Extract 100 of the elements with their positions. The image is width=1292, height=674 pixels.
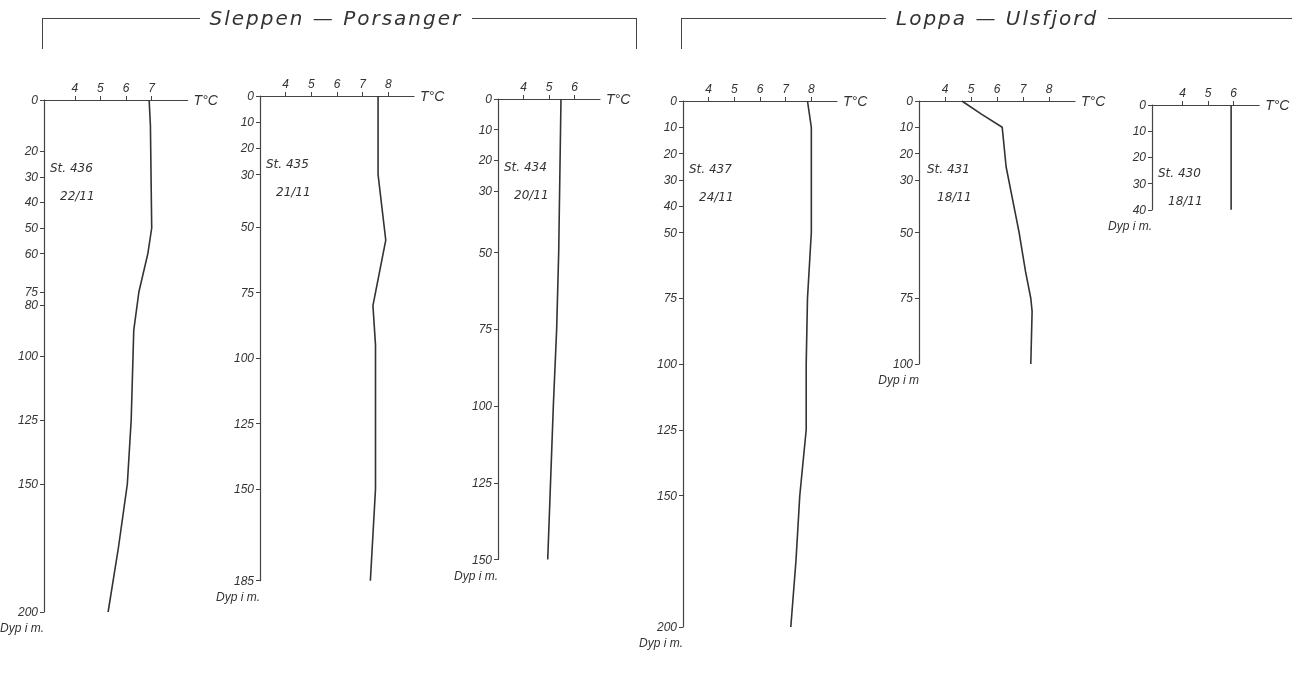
y-tick-label: 30 [478,184,493,199]
y-tick-label: 0 [1139,98,1147,112]
y-tick-label: 20 [239,141,255,156]
x-tick-label: 5 [307,77,315,91]
y-tick-label: 100 [471,399,493,413]
y-tick-label: 0 [906,94,914,108]
y-tick-label: 60 [24,246,39,261]
x-tick-label: 5 [967,82,975,96]
x-tick-label: 8 [1045,82,1053,96]
y-tick-label: 20 [23,144,39,159]
x-tick-label: 6 [571,80,579,94]
y-tick-label: 50 [663,225,678,240]
y-tick-label: 185 [233,573,255,588]
line-series [546,98,562,561]
y-axis-title: Dyp i m. [215,589,260,604]
y-tick-label: 125 [471,475,493,490]
y-tick-label: 0 [485,92,493,106]
chart-title: Loppa — Ulsfjord [886,6,1109,30]
x-tick-label: 7 [148,81,157,95]
annotation: St. 435 [266,157,309,171]
x-tick-label: 7 [359,77,368,91]
x-axis-title: T°C [1265,97,1291,113]
y-tick-label: 30 [899,172,914,187]
y-tick-label: 50 [24,221,39,235]
annotation: St. 430 [1158,166,1202,180]
y-tick-label: 150 [17,477,39,491]
y-tick-label: 20 [898,146,914,161]
y-tick-label: 200 [16,605,39,619]
annotation: 20/11 [514,188,549,202]
x-axis-title: T°C [193,92,219,108]
y-tick-label: 10 [478,122,493,137]
y-tick-label: 50 [240,220,255,234]
y-axis-title: Dyp i m. [453,568,498,583]
y-axis-title: Dyp i m. [1107,218,1152,233]
y-tick-label: 40 [663,199,678,214]
annotation: 21/11 [276,185,311,199]
annotation: 18/11 [937,190,972,204]
y-tick-label: 75 [663,291,678,306]
y-tick-label: 0 [670,94,678,108]
y-tick-label: 150 [233,482,255,496]
x-tick-label: 5 [545,80,553,94]
x-tick-label: 6 [1230,86,1238,100]
x-tick-label: 5 [97,81,105,95]
y-tick-label: 50 [478,245,493,260]
y-tick-label: 75 [240,285,255,300]
y-tick-label: 30 [1132,176,1147,191]
x-tick-label: 4 [282,77,290,91]
y-tick-label: 30 [240,167,255,182]
y-tick-label: 10 [240,115,255,130]
x-axis-title: T°C [843,93,869,109]
y-tick-label: 200 [655,620,678,634]
y-tick-label: 75 [899,291,914,306]
y-tick-label: 150 [471,552,493,567]
annotation: 24/11 [699,190,734,204]
x-tick-label: 5 [1204,86,1212,100]
x-tick-label: 4 [941,82,949,96]
x-tick-label: 6 [333,77,341,91]
x-tick-label: 5 [730,82,738,96]
y-tick-label: 150 [656,488,678,503]
y-tick-label: 20 [477,153,493,168]
x-tick-label: 7 [782,82,791,96]
x-tick-label: 6 [122,81,130,95]
annotation: St. 431 [927,162,970,176]
x-tick-label: 4 [520,80,528,94]
annotation: St. 434 [504,160,547,174]
y-tick-label: 125 [233,416,255,431]
y-tick-label: 125 [656,422,678,437]
chart-title: Sleppen — Porsanger [199,6,473,30]
x-axis-title: T°C [1081,93,1107,109]
x-tick-label: 6 [756,82,764,96]
y-tick-label: 0 [31,93,39,107]
y-axis-title: Dyp i m. [638,636,683,650]
x-axis-title: T°C [420,88,446,104]
x-axis-title: T°C [606,91,632,107]
line-series [107,99,153,613]
x-tick-label: 4 [1179,86,1187,100]
y-tick-label: 20 [1131,150,1147,165]
annotation: 22/11 [60,189,95,203]
y-tick-label: 0 [247,89,255,103]
y-tick-label: 30 [663,172,678,187]
y-tick-label: 100 [233,351,255,365]
y-tick-label: 10 [1132,124,1147,139]
annotation: St. 436 [50,161,94,175]
y-tick-label: 100 [17,349,39,363]
annotation: St. 437 [689,162,733,176]
line-series [790,100,813,628]
x-tick-label: 8 [384,77,392,91]
y-tick-label: 100 [656,357,678,371]
x-tick-label: 4 [71,81,79,95]
y-tick-label: 30 [24,169,39,184]
x-tick-label: 6 [993,82,1001,96]
x-tick-label: 7 [1019,82,1028,96]
x-tick-label: 8 [807,82,815,96]
y-tick-label: 75 [478,322,493,337]
line-series [369,95,387,582]
y-tick-label: 75 [24,285,39,299]
y-tick-label: 20 [662,146,678,161]
y-tick-label: 100 [892,357,914,371]
y-tick-label: 50 [899,225,914,240]
y-tick-label: 40 [1132,202,1147,217]
